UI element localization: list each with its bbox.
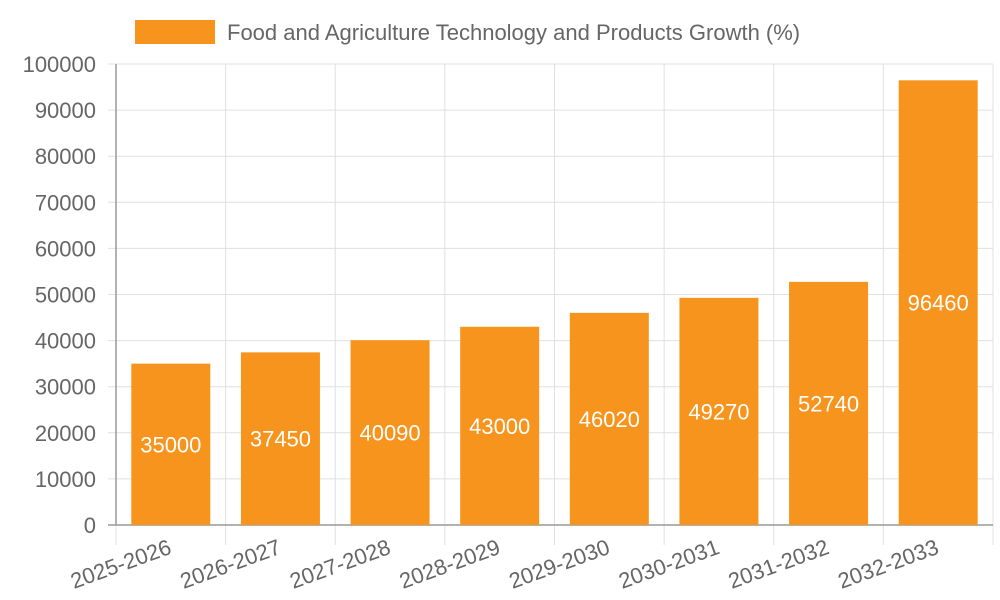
- y-tick-label: 40000: [35, 329, 96, 354]
- x-tick-label: 2029-2030: [506, 534, 613, 593]
- bar[interactable]: [679, 297, 759, 525]
- bar-value-label: 52740: [798, 391, 859, 416]
- y-tick-label: 10000: [35, 467, 96, 492]
- y-tick-label: 50000: [35, 283, 96, 308]
- x-tick-label: 2028-2029: [396, 534, 503, 593]
- bar-value-label: 43000: [469, 414, 530, 439]
- data-labels: 35000 37450 40090 43000 46020 49270 52740 96460: [140, 291, 969, 458]
- y-tick-label: 20000: [35, 421, 96, 446]
- legend[interactable]: Food and Agriculture Technology and Prod…: [135, 20, 800, 45]
- x-tick-label: 2030-2031: [615, 534, 722, 593]
- bar[interactable]: [898, 80, 978, 525]
- y-tick-label: 100000: [23, 52, 96, 77]
- bar[interactable]: [350, 340, 430, 525]
- bar-value-label: 49270: [688, 399, 749, 424]
- y-axis-ticks: 0 10000 20000 30000 40000 50000 60000 70000 8000…: [23, 52, 96, 538]
- bar-value-label: 37450: [250, 427, 311, 452]
- y-tick-label: 0: [84, 513, 96, 538]
- bar[interactable]: [460, 326, 540, 525]
- y-tick-label: 90000: [35, 98, 96, 123]
- x-tick-label: 2027-2028: [286, 534, 393, 593]
- bar[interactable]: [240, 352, 320, 525]
- x-tick-label: 2026-2027: [177, 534, 284, 593]
- bars: [131, 80, 978, 525]
- x-tick-label: 2031-2032: [725, 534, 832, 593]
- bar[interactable]: [789, 281, 869, 525]
- bar-value-label: 35000: [140, 432, 201, 457]
- y-tick-label: 30000: [35, 375, 96, 400]
- bar-value-label: 40090: [359, 421, 420, 446]
- bar[interactable]: [569, 312, 649, 525]
- y-tick-label: 70000: [35, 190, 96, 215]
- bar[interactable]: [131, 363, 211, 525]
- bar-value-label: 96460: [908, 291, 969, 316]
- x-tick-label: 2025-2026: [67, 534, 174, 593]
- x-tick-label: 2032-2033: [834, 534, 941, 593]
- y-tick-label: 60000: [35, 236, 96, 261]
- x-axis-ticks: 2025-2026 2026-2027 2027-2028 2028-2029 2029…: [67, 534, 942, 593]
- legend-swatch: [135, 20, 215, 44]
- y-tick-label: 80000: [35, 144, 96, 169]
- bar-value-label: 46020: [579, 407, 640, 432]
- legend-label: Food and Agriculture Technology and Prod…: [227, 20, 800, 45]
